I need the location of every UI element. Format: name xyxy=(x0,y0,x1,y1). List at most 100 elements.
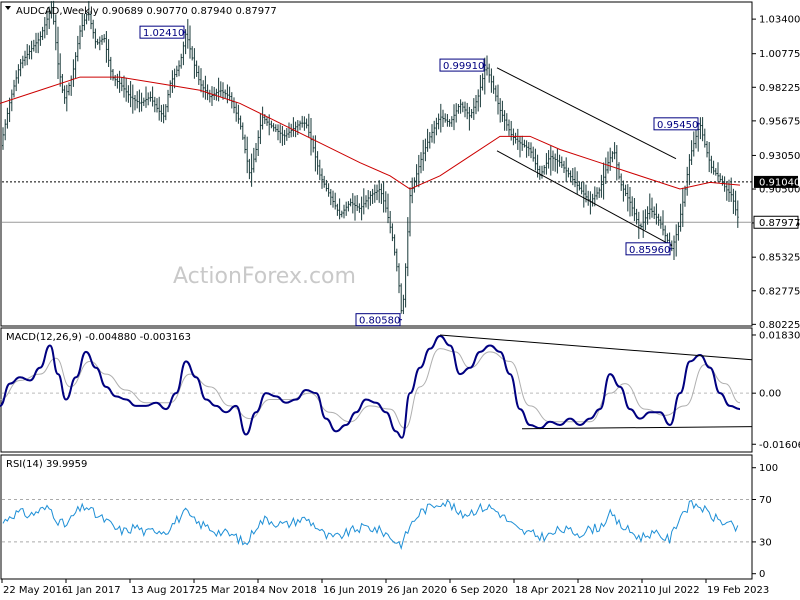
ohlc-bar xyxy=(558,154,561,167)
ohlc-bar xyxy=(657,213,660,226)
ohlc-bar xyxy=(516,128,519,150)
ohlc-bar xyxy=(354,195,356,221)
ohlc-bar xyxy=(272,123,275,132)
ohlc-bar xyxy=(389,210,392,234)
ohlc-bar xyxy=(87,1,90,21)
ohlc-bar xyxy=(32,39,35,52)
collapse-arrow-icon[interactable] xyxy=(5,6,11,10)
rsi-title: RSI(14) 39.9959 xyxy=(6,459,87,470)
ohlc-bar xyxy=(74,52,77,79)
ohlc-bar xyxy=(202,80,205,98)
ohlc-bar xyxy=(448,119,451,127)
ohlc-bar xyxy=(398,263,400,294)
macd-trend-line xyxy=(439,334,753,361)
ohlc-bar xyxy=(371,188,374,204)
ohlc-bar xyxy=(457,104,460,114)
ohlc-bar xyxy=(160,104,163,122)
ohlc-bar xyxy=(455,103,458,123)
price-annotation: 0.85960 xyxy=(625,242,672,256)
ohlc-bar xyxy=(145,86,147,108)
ohlc-bar xyxy=(426,128,429,152)
ohlc-bar xyxy=(26,44,29,66)
ohlc-bar xyxy=(59,53,62,87)
ohlc-bar xyxy=(695,127,697,149)
x-tick-label: 1 Jan 2017 xyxy=(67,585,121,596)
x-tick-label: 18 Apr 2021 xyxy=(515,585,577,596)
price-y-tick-label: 0.93050 xyxy=(759,151,800,162)
ohlc-bar xyxy=(281,125,284,146)
ohlc-bar xyxy=(288,122,290,139)
ohlc-bar xyxy=(523,139,526,148)
macd-trend-line xyxy=(521,426,753,430)
x-tick-label: 10 Jul 2022 xyxy=(643,585,700,596)
price-y-tick-label: 1.03400 xyxy=(759,15,800,26)
ohlc-bar xyxy=(109,56,112,80)
ohlc-bar xyxy=(151,86,154,107)
ohlc-bar xyxy=(149,91,152,102)
price-panel xyxy=(0,1,753,327)
price-y-tick-label: 0.82775 xyxy=(759,286,800,297)
svg-text:0.99910: 0.99910 xyxy=(443,61,484,72)
ohlc-bar xyxy=(10,89,13,112)
ohlc-bar xyxy=(554,153,557,172)
ohlc-bar xyxy=(618,162,620,180)
ohlc-bar xyxy=(347,201,350,212)
ohlc-bar xyxy=(651,197,653,218)
ohlc-bar xyxy=(635,208,638,225)
ohlc-bar xyxy=(118,70,121,93)
ohlc-bar xyxy=(545,153,548,175)
ohlc-bar xyxy=(648,193,651,220)
ohlc-bar xyxy=(19,59,22,77)
level-label-bg xyxy=(754,175,798,188)
ohlc-bar xyxy=(259,113,262,145)
ohlc-bar xyxy=(376,184,378,201)
ohlc-bar xyxy=(692,131,695,157)
ohlc-bar xyxy=(675,224,678,257)
ohlc-bar xyxy=(602,162,605,200)
ohlc-bar xyxy=(50,1,53,19)
ohlc-bar xyxy=(501,100,504,122)
ohlc-bar xyxy=(134,94,136,111)
ohlc-bar xyxy=(549,145,552,176)
ohlc-bar xyxy=(46,10,48,35)
ohlc-bar xyxy=(453,104,455,131)
ohlc-bar xyxy=(217,77,220,102)
ohlc-bar xyxy=(211,86,213,106)
ohlc-bar xyxy=(360,196,363,221)
ohlc-bar xyxy=(30,40,33,60)
ohlc-bar xyxy=(365,195,367,208)
ohlc-bar xyxy=(391,223,394,242)
ohlc-bar xyxy=(686,166,689,196)
ohlc-bar xyxy=(257,130,260,156)
ohlc-bar xyxy=(8,97,11,123)
ohlc-bar xyxy=(28,45,31,60)
x-tick-label: 19 Feb 2023 xyxy=(707,585,769,596)
x-tick-label: 26 Jan 2020 xyxy=(387,585,447,596)
ohlc-bar xyxy=(653,206,656,220)
ohlc-bar xyxy=(446,114,449,127)
ohlc-bar xyxy=(290,123,293,138)
ohlc-bar xyxy=(241,122,244,140)
ohlc-bar xyxy=(494,85,497,102)
ohlc-bar xyxy=(171,70,174,93)
ohlc-bar xyxy=(514,132,517,144)
ohlc-bar xyxy=(343,204,345,219)
ohlc-bar xyxy=(48,6,51,30)
ohlc-bar xyxy=(90,10,92,30)
ohlc-bar xyxy=(629,187,631,217)
ohlc-bar xyxy=(547,150,550,169)
channel-line xyxy=(496,150,673,247)
ohlc-bar xyxy=(325,179,328,192)
ohlc-bar xyxy=(525,140,528,158)
ohlc-bar xyxy=(378,180,381,203)
ohlc-bar xyxy=(266,116,268,126)
ohlc-bar xyxy=(24,50,26,66)
ohlc-bar xyxy=(182,41,185,66)
ohlc-bar xyxy=(244,134,246,154)
ohlc-bar xyxy=(534,148,537,171)
ohlc-bar xyxy=(314,135,317,172)
ohlc-bar xyxy=(593,186,596,207)
ohlc-bar xyxy=(596,187,598,200)
ohlc-bar xyxy=(659,216,662,229)
ohlc-bar xyxy=(442,109,444,127)
